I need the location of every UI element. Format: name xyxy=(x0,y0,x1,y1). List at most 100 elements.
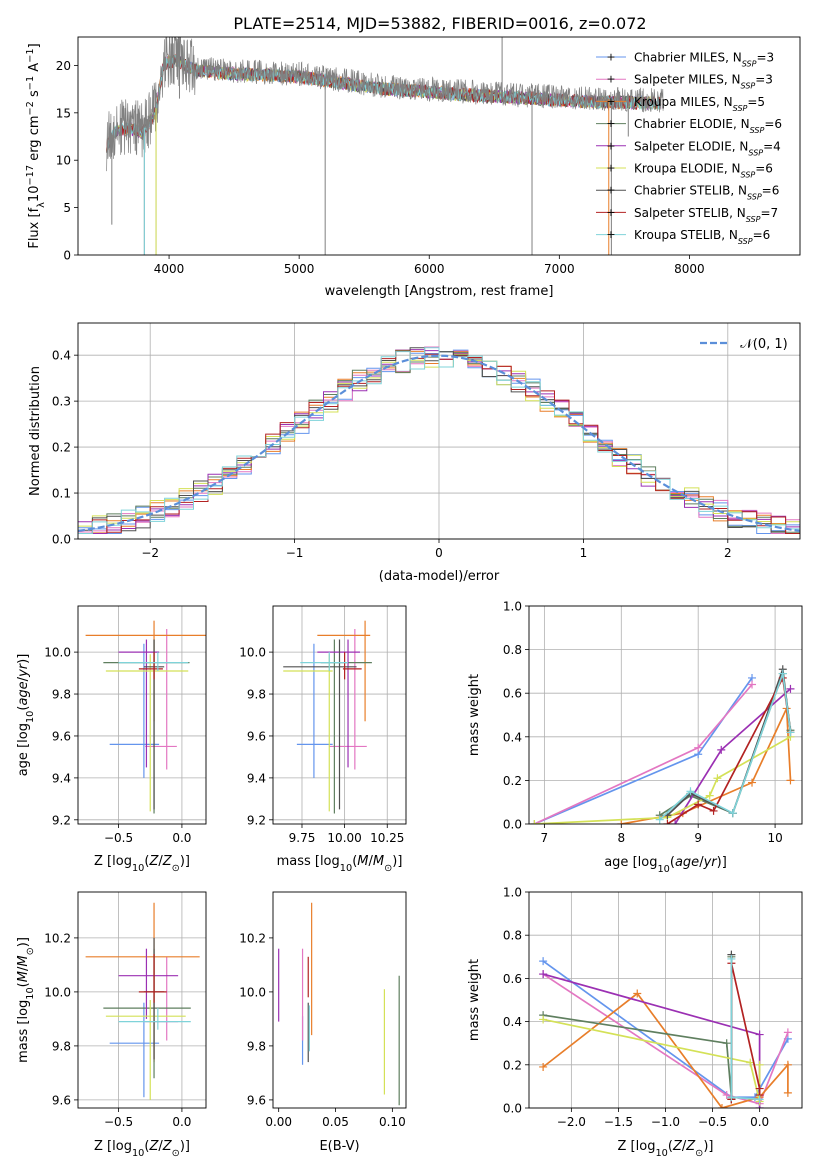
label-part: M xyxy=(16,955,31,966)
x-axis-label: age [log10(age/yr)] xyxy=(604,855,727,875)
x-axis-label: (data-model)/error xyxy=(379,569,500,584)
x-axis-label: mass [log10(M/M⊙)] xyxy=(277,854,403,874)
legend: + Chabrier MILES, NSSP=3+ Salpeter MILES, … xyxy=(596,51,782,246)
label-part: 10 xyxy=(25,987,36,999)
label-part: A xyxy=(27,63,42,76)
x-tick-label: 4000 xyxy=(154,262,185,276)
label-part: ⊙ xyxy=(172,1148,180,1159)
plot-area xyxy=(530,665,795,824)
x-axis-label: Z [log10(Z/Z⊙)] xyxy=(94,854,190,874)
legend-text: =7 xyxy=(760,206,778,220)
figure-title: PLATE=2514, MJD=53882, FIBERID=0016, z=0… xyxy=(233,14,646,33)
label-part: Z [log xyxy=(94,854,132,869)
series-marker xyxy=(722,1091,731,1100)
label-part: Flux [f xyxy=(27,207,42,248)
x-tick-label: −0.5 xyxy=(104,1115,133,1129)
observed-spectrum-line xyxy=(106,37,664,172)
legend-subscript: SSP xyxy=(746,214,761,223)
series-marker xyxy=(539,970,548,979)
y-tick-label: 9.8 xyxy=(52,1039,71,1053)
legend-text: Kroupa STELIB, N xyxy=(634,228,738,242)
panel-mass_vs_Z: −0.5 0.09.69.810.010.2Z [log10(Z/Z⊙)]mass… xyxy=(16,891,207,1159)
x-tick-label: 2 xyxy=(724,546,732,560)
x-tick-label: 5000 xyxy=(284,262,315,276)
axes-frame xyxy=(77,36,801,256)
series-marker xyxy=(694,743,703,752)
legend-marker: + xyxy=(606,206,615,219)
x-tick-label: −1 xyxy=(286,546,304,560)
series-marker xyxy=(786,776,795,785)
y-tick-label: 10.2 xyxy=(44,931,71,945)
panel-mass_weight_vs_Z: −2.0 −1.5 −1.0 −0.5 0.0 0.0 0.2 0.4 0.6 0.8 1.0 mas… xyxy=(467,886,803,1159)
label-part: / xyxy=(158,1139,163,1154)
x-tick-label: 1 xyxy=(580,546,588,560)
x-axis-label: Z [log10(Z/Z⊙)] xyxy=(618,1139,714,1159)
legend-label: Salpeter STELIB, NSSP=7 xyxy=(634,206,778,224)
x-tick-label: 0.05 xyxy=(322,1115,349,1129)
axes-frame xyxy=(528,891,803,1109)
panel-age_vs_mass: 9.75 10.00 10.25 9.2 9.4 9.6 9.8 10.0 mass [log1… xyxy=(239,605,407,874)
label-part: ( xyxy=(668,1139,673,1154)
label-part: Z [log xyxy=(94,1139,132,1154)
series-marker xyxy=(755,1095,764,1104)
legend-text: Salpeter STELIB, N xyxy=(634,206,746,220)
legend-text: =3 xyxy=(755,73,773,87)
plot-area xyxy=(85,620,206,814)
x-tick-label: −2.0 xyxy=(557,1115,586,1129)
series-marker xyxy=(727,1093,736,1102)
series-marker xyxy=(539,1015,548,1024)
series-marker xyxy=(755,1060,764,1069)
series-marker xyxy=(727,954,736,963)
label-part: Z xyxy=(685,1139,696,1154)
label-part: age xyxy=(16,681,31,705)
legend-text: =5 xyxy=(747,95,765,109)
x-tick-label: 0.0 xyxy=(172,831,191,845)
label-part: )] xyxy=(180,854,190,869)
y-tick-label: 15 xyxy=(56,106,71,120)
y-tick-label: 9.6 xyxy=(247,1093,266,1107)
label-part: 10 xyxy=(655,1148,667,1159)
legend-subscript: SSP xyxy=(741,81,756,90)
series-marker xyxy=(539,957,548,966)
series-marker xyxy=(786,728,795,737)
legend-label: Kroupa ELODIE, NSSP=6 xyxy=(634,162,773,180)
legend-text: Salpeter ELODIE, N xyxy=(634,139,748,153)
label-part: ( xyxy=(670,855,675,870)
label-part: yr xyxy=(16,662,31,678)
label-part: ( xyxy=(352,854,357,869)
y-tick-label: 0.6 xyxy=(503,972,522,986)
y-tick-label: 9.8 xyxy=(247,688,266,702)
axes-frame xyxy=(77,605,207,825)
plot-area xyxy=(278,902,400,1106)
x-tick-label: 0.0 xyxy=(750,1115,769,1129)
label-part: )] xyxy=(717,855,727,870)
y-axis-label: Flux [fλ10−17 erg cm−2 s−1 A−1] xyxy=(25,43,47,248)
legend-text: =6 xyxy=(762,184,780,198)
label-part: )] xyxy=(16,937,31,947)
label-part: / xyxy=(682,1139,687,1154)
label-part: M xyxy=(16,971,31,982)
x-tick-label: 7000 xyxy=(544,262,575,276)
label-part: λ xyxy=(36,202,47,208)
label-part: erg cm xyxy=(27,115,42,164)
y-tick-label: 0.0 xyxy=(503,818,522,832)
label-part: )] xyxy=(16,654,31,664)
y-tick-label: 0.1 xyxy=(52,487,71,501)
label-part: / xyxy=(368,854,373,869)
y-axis-label: age [log10(age/yr)] xyxy=(16,654,36,777)
label-part: )] xyxy=(180,1139,190,1154)
label-part: / xyxy=(16,676,31,681)
legend-label: Kroupa MILES, NSSP=5 xyxy=(634,95,765,113)
plot-area xyxy=(78,346,800,534)
histogram-step xyxy=(78,347,800,534)
y-tick-label: 5 xyxy=(63,201,71,215)
label-part: age xyxy=(675,855,699,870)
label-part: ( xyxy=(144,854,149,869)
axes-frame xyxy=(528,605,803,825)
legend-subscript: SSP xyxy=(733,103,748,112)
series-marker xyxy=(748,680,757,689)
legend-text: Kroupa ELODIE, N xyxy=(634,162,741,176)
series-line xyxy=(542,1018,761,1102)
y-axis-label: Normed distribution xyxy=(28,366,43,496)
